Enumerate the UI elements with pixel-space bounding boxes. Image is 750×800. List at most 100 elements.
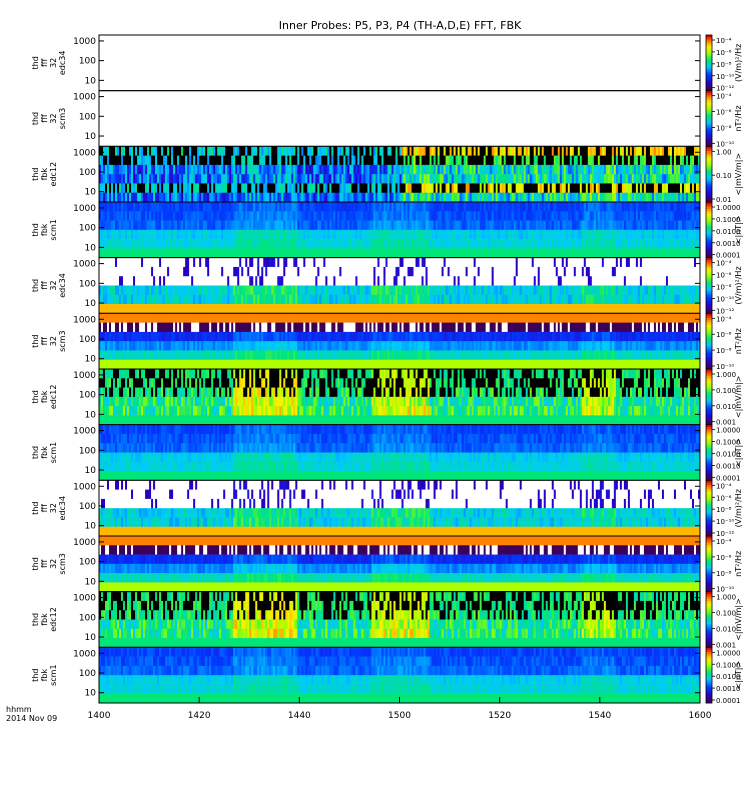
heatmap-cell (557, 164, 561, 175)
heatmap-cell (257, 192, 260, 203)
heatmap-cell (101, 164, 104, 175)
y-tick-label: 1000 (73, 148, 96, 158)
heatmap-cell (235, 146, 238, 156)
heatmap-cell (573, 164, 577, 175)
heatmap-cell (211, 155, 214, 166)
heatmap-cell (151, 211, 154, 221)
heatmap-cell (215, 155, 218, 166)
heatmap-cell (661, 164, 665, 175)
heatmap-cell (247, 183, 250, 194)
heatmap-cell (105, 239, 108, 249)
heatmap-cell (199, 183, 202, 194)
heatmap-cell (233, 192, 236, 203)
heatmap-cell (241, 146, 244, 156)
heatmap-cell (263, 239, 266, 249)
heatmap-cell (265, 229, 268, 240)
heatmap-cell (371, 183, 374, 194)
heatmap-cell (161, 202, 164, 212)
heatmap-cell (603, 192, 607, 203)
heatmap-cell (439, 164, 442, 175)
heatmap-cell (521, 192, 525, 203)
heatmap-cell (687, 183, 691, 194)
heatmap-cell (175, 229, 178, 240)
colorbar-cell (706, 171, 712, 175)
heatmap-cell (249, 211, 252, 221)
heatmap-cell (263, 220, 266, 231)
heatmap-cell (109, 183, 112, 194)
heatmap-cell (107, 164, 110, 175)
heatmap-cell (627, 192, 631, 203)
heatmap-cell (101, 192, 104, 203)
heatmap-cell (247, 248, 250, 258)
heatmap-cell (293, 202, 296, 212)
heatmap-cell (261, 155, 264, 166)
heatmap-cell (201, 220, 204, 231)
colorbar-cell (706, 51, 712, 54)
heatmap-cell (357, 155, 360, 166)
heatmap-cell (299, 202, 302, 212)
heatmap-cell (465, 164, 469, 175)
heatmap-cell (347, 183, 350, 194)
heatmap-cell (149, 155, 152, 166)
heatmap-cell (407, 155, 410, 166)
heatmap-cell (665, 146, 669, 156)
heatmap-cell (237, 192, 240, 203)
heatmap-cell (299, 220, 302, 231)
heatmap-cell (243, 174, 246, 184)
heatmap-cell (227, 155, 230, 166)
heatmap-cell (145, 248, 148, 258)
heatmap-cell (199, 211, 202, 221)
heatmap-cell (417, 183, 420, 194)
heatmap-cell (187, 229, 190, 240)
heatmap-cell (333, 192, 336, 203)
heatmap-cell (275, 174, 278, 184)
heatmap-cell (537, 192, 541, 203)
heatmap-cell (623, 183, 627, 194)
heatmap-cell (177, 183, 180, 194)
heatmap-cell (698, 155, 701, 166)
heatmap-cell (195, 146, 198, 156)
heatmap-cell (141, 183, 144, 194)
heatmap-cell (293, 220, 296, 231)
heatmap-cell (593, 192, 597, 203)
heatmap-cell (169, 164, 172, 175)
heatmap-cell (603, 164, 607, 175)
heatmap-cell (455, 174, 458, 184)
heatmap-cell (487, 183, 491, 194)
heatmap-cell (283, 202, 286, 212)
heatmap-cell (291, 239, 294, 249)
heatmap-cell (167, 248, 170, 258)
heatmap-cell (109, 164, 112, 175)
heatmap-cell (185, 202, 188, 212)
heatmap-cell (165, 192, 168, 203)
heatmap-cell (101, 202, 104, 212)
heatmap-cell (247, 211, 250, 221)
heatmap-cell (285, 192, 288, 203)
colorbar-tick-label: 0.0001 (716, 252, 741, 260)
heatmap-cell (547, 183, 551, 194)
heatmap-cell (241, 202, 244, 212)
heatmap-cell (461, 192, 464, 203)
heatmap-cell (307, 192, 310, 203)
heatmap-cell (417, 164, 420, 175)
heatmap-cell (189, 202, 192, 212)
heatmap-cell (591, 192, 595, 203)
heatmap-cell (553, 174, 557, 184)
heatmap-cell (183, 155, 186, 166)
heatmap-cell (463, 192, 467, 203)
heatmap-cell (465, 146, 469, 156)
heatmap-cell (435, 192, 438, 203)
heatmap-cell (675, 155, 679, 166)
heatmap-cell (559, 164, 563, 175)
heatmap-cell (611, 146, 615, 156)
heatmap-cell (223, 248, 226, 258)
heatmap-cell (263, 229, 266, 240)
heatmap-cell (241, 211, 244, 221)
heatmap-cell (163, 174, 166, 184)
heatmap-cell (197, 248, 200, 258)
heatmap-cell (589, 164, 593, 175)
heatmap-cell (229, 229, 232, 240)
heatmap-cell (281, 174, 284, 184)
heatmap-cell (377, 155, 380, 166)
heatmap-cell (119, 183, 122, 194)
